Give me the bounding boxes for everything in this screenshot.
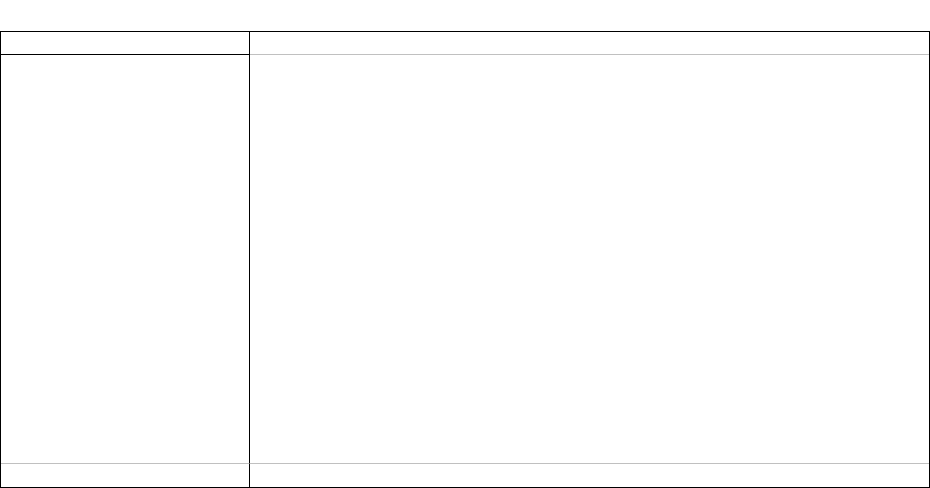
request-list: [1, 55, 250, 463]
waterfall-rows: [250, 55, 929, 463]
time-axis-top: [250, 32, 929, 55]
waterfall-chart: [0, 31, 930, 488]
resource-type-legend: [0, 0, 930, 31]
footer-spacer: [1, 463, 250, 487]
step-header: [1, 32, 250, 55]
time-axis-bottom: [250, 463, 929, 487]
